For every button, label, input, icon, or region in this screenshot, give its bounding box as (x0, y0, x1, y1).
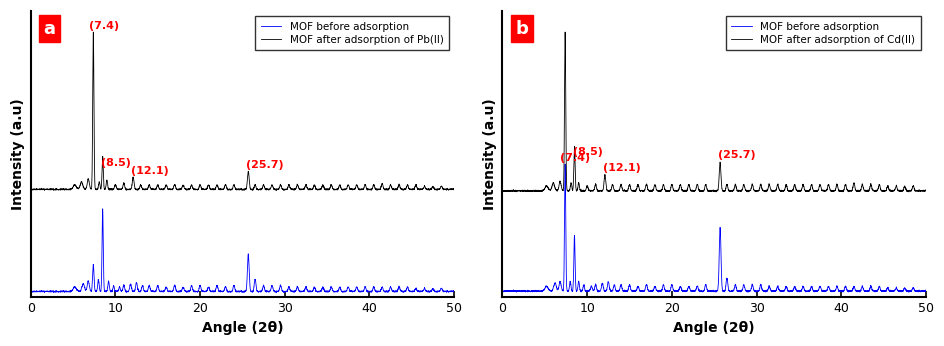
MOF after adsorption of Cd(II) (649, 185, 661, 189)
MOF before adsorption (497, 289, 508, 293)
MOF after adsorption of Pb(II) (430, 188, 442, 192)
Line: MOF after adsorption of Pb(II): MOF after adsorption of Pb(II) (30, 32, 454, 190)
MOF before adsorption (97, 207, 109, 211)
MOF after adsorption of Pb(II) (25, 187, 36, 191)
MOF after adsorption of Pb(II) (339, 188, 350, 192)
Y-axis label: Intensity (a.u): Intensity (a.u) (11, 98, 25, 210)
MOF after adsorption of Pb(II) (294, 187, 305, 191)
MOF after adsorption of Pb(II) (46, 188, 58, 192)
MOF after adsorption of Pb(II) (178, 185, 190, 189)
MOF before adsorption (747, 285, 758, 289)
MOF before adsorption (649, 286, 661, 290)
MOF before adsorption (276, 285, 287, 289)
MOF after adsorption of Pb(II) (448, 186, 460, 190)
X-axis label: Angle (2θ): Angle (2θ) (201, 321, 283, 335)
MOF before adsorption (25, 289, 36, 293)
MOF before adsorption (362, 290, 373, 294)
Legend: MOF before adsorption, MOF after adsorption of Pb(II): MOF before adsorption, MOF after adsorpt… (255, 16, 448, 50)
Text: (12.1): (12.1) (602, 163, 640, 173)
MOF before adsorption (919, 288, 931, 292)
Line: MOF before adsorption: MOF before adsorption (30, 209, 454, 292)
Text: (7.4): (7.4) (89, 21, 119, 30)
MOF before adsorption (46, 290, 58, 294)
MOF before adsorption (902, 290, 914, 294)
Text: (7.4): (7.4) (560, 153, 590, 163)
Text: a: a (43, 20, 56, 38)
MOF after adsorption of Cd(II) (810, 189, 821, 193)
Text: (25.7): (25.7) (716, 151, 754, 161)
MOF after adsorption of Cd(II) (765, 189, 776, 193)
MOF after adsorption of Cd(II) (517, 189, 529, 193)
MOF before adsorption (430, 290, 442, 294)
Text: (8.5): (8.5) (101, 158, 130, 168)
Legend: MOF before adsorption, MOF after adsorption of Cd(II): MOF before adsorption, MOF after adsorpt… (725, 16, 919, 50)
MOF after adsorption of Cd(II) (497, 189, 508, 193)
MOF after adsorption of Cd(II) (919, 188, 931, 192)
MOF before adsorption (517, 289, 529, 293)
Text: (8.5): (8.5) (572, 147, 602, 157)
MOF after adsorption of Pb(II) (88, 30, 99, 34)
MOF before adsorption (294, 289, 305, 293)
Line: MOF after adsorption of Cd(II): MOF after adsorption of Cd(II) (502, 32, 925, 192)
Text: (12.1): (12.1) (131, 166, 169, 176)
MOF before adsorption (833, 290, 844, 294)
Text: b: b (514, 20, 528, 38)
MOF after adsorption of Cd(II) (559, 30, 570, 34)
MOF after adsorption of Pb(II) (362, 188, 373, 192)
Y-axis label: Intensity (a.u): Intensity (a.u) (482, 98, 497, 210)
MOF before adsorption (559, 162, 570, 166)
MOF after adsorption of Cd(II) (833, 189, 844, 193)
MOF after adsorption of Cd(II) (902, 190, 914, 194)
MOF before adsorption (178, 287, 190, 291)
MOF before adsorption (765, 289, 776, 293)
MOF before adsorption (810, 289, 821, 293)
MOF after adsorption of Cd(II) (747, 184, 758, 189)
Text: (25.7): (25.7) (245, 160, 283, 170)
X-axis label: Angle (2θ): Angle (2θ) (673, 321, 754, 335)
MOF before adsorption (339, 290, 350, 294)
MOF before adsorption (448, 288, 460, 292)
MOF after adsorption of Pb(II) (276, 184, 287, 188)
Line: MOF before adsorption: MOF before adsorption (502, 164, 925, 292)
